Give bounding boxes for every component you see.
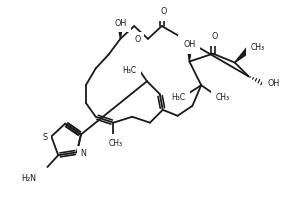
Text: OH: OH [267,79,279,88]
Text: OH: OH [114,19,126,28]
Text: OH: OH [183,40,196,49]
Polygon shape [235,48,251,62]
Text: O: O [212,32,218,41]
Text: O: O [161,7,167,16]
Text: N: N [80,149,86,158]
Text: CH₃: CH₃ [216,93,230,101]
Text: S: S [42,133,47,142]
Text: H₃C: H₃C [122,66,136,75]
Text: CH₃: CH₃ [108,139,123,148]
Text: H₂N: H₂N [22,174,36,183]
Text: CH₃: CH₃ [251,43,265,52]
Text: H₃C: H₃C [171,93,185,101]
Polygon shape [118,23,123,39]
Polygon shape [187,45,192,61]
Text: O: O [135,35,141,44]
